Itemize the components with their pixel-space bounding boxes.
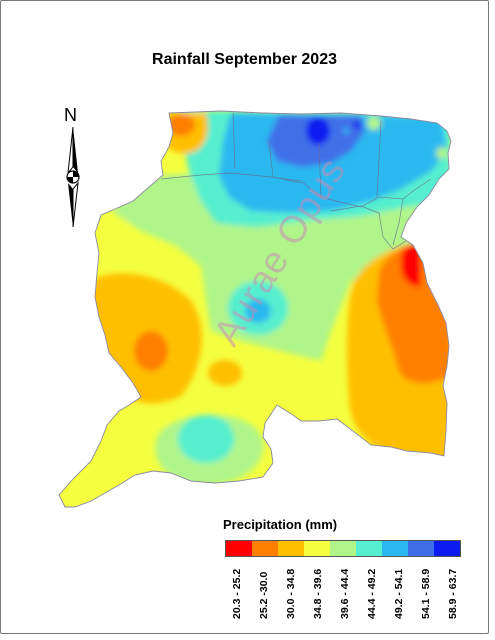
north-arrow: N xyxy=(53,105,93,235)
zone-49-2-54-1-center xyxy=(245,299,271,323)
legend-label: 49.2 - 54.1 xyxy=(387,559,414,619)
legend-label-text: 44.4 - 49.2 xyxy=(366,568,378,619)
legend-label: 30.0 - 34.8 xyxy=(279,559,306,619)
legend-label-text: 20.3 - 25.2 xyxy=(231,568,243,619)
legend-label-text: 54.1 - 58.9 xyxy=(420,568,432,619)
precipitation-surface xyxy=(59,111,451,507)
zone-58-9-63-7 xyxy=(306,117,330,145)
legend-swatch xyxy=(252,541,278,556)
legend-swatch xyxy=(304,541,330,556)
zone-39-6-44-4-east-spot xyxy=(436,147,448,159)
legend-swatch xyxy=(356,541,382,556)
legend-swatch xyxy=(382,541,408,556)
zone-49-2-54-1-spot xyxy=(343,128,349,134)
legend-label: 39.6 - 44.4 xyxy=(333,559,360,619)
legend-swatch xyxy=(434,541,460,556)
legend-swatch xyxy=(226,541,252,556)
zone-30-0-34-8-center xyxy=(208,360,242,386)
legend-label-text: 25.2 -30.0 xyxy=(258,571,270,619)
country-outline xyxy=(58,110,452,508)
legend-label-text: 58.9 - 63.7 xyxy=(447,568,459,619)
zone-58-9-63-7-small xyxy=(353,121,361,129)
north-arrow-icon xyxy=(66,126,80,228)
legend-swatch xyxy=(278,541,304,556)
map-frame: Rainfall September 2023 xyxy=(0,0,489,634)
legend-label: 58.9 - 63.7 xyxy=(441,559,468,619)
legend-title: Precipitation (mm) xyxy=(223,517,338,532)
zone-39-6-44-4-north xyxy=(111,173,451,361)
district-boundaries xyxy=(160,112,432,250)
legend-swatch xyxy=(408,541,434,556)
zone-25-2-30-0-northwest xyxy=(167,114,195,136)
zone-25-2-30-0-west xyxy=(134,331,168,371)
legend-label: 20.3 - 25.2 xyxy=(225,559,252,619)
legend-label: 54.1 - 58.9 xyxy=(414,559,441,619)
north-letter: N xyxy=(64,105,77,125)
legend-label-text: 34.8 - 39.6 xyxy=(312,568,324,619)
zone-20-3-25-2 xyxy=(401,244,421,287)
legend-label-text: 49.2 - 54.1 xyxy=(393,568,405,619)
legend-labels: 20.3 - 25.2 25.2 -30.0 30.0 - 34.8 34.8 - 3… xyxy=(225,559,468,619)
rainfall-map xyxy=(58,110,452,508)
legend-label-text: 39.6 - 44.4 xyxy=(339,568,351,619)
legend-label: 34.8 - 39.6 xyxy=(306,559,333,619)
legend-label: 25.2 -30.0 xyxy=(252,559,279,619)
zone-39-6-44-4-spot xyxy=(367,116,381,130)
legend-label: 44.4 - 49.2 xyxy=(360,559,387,619)
legend-label-text: 30.0 - 34.8 xyxy=(285,568,297,619)
zone-44-4-49-2-south xyxy=(178,415,234,463)
legend-swatches xyxy=(225,540,461,557)
legend-swatch xyxy=(330,541,356,556)
map-title: Rainfall September 2023 xyxy=(152,51,337,68)
